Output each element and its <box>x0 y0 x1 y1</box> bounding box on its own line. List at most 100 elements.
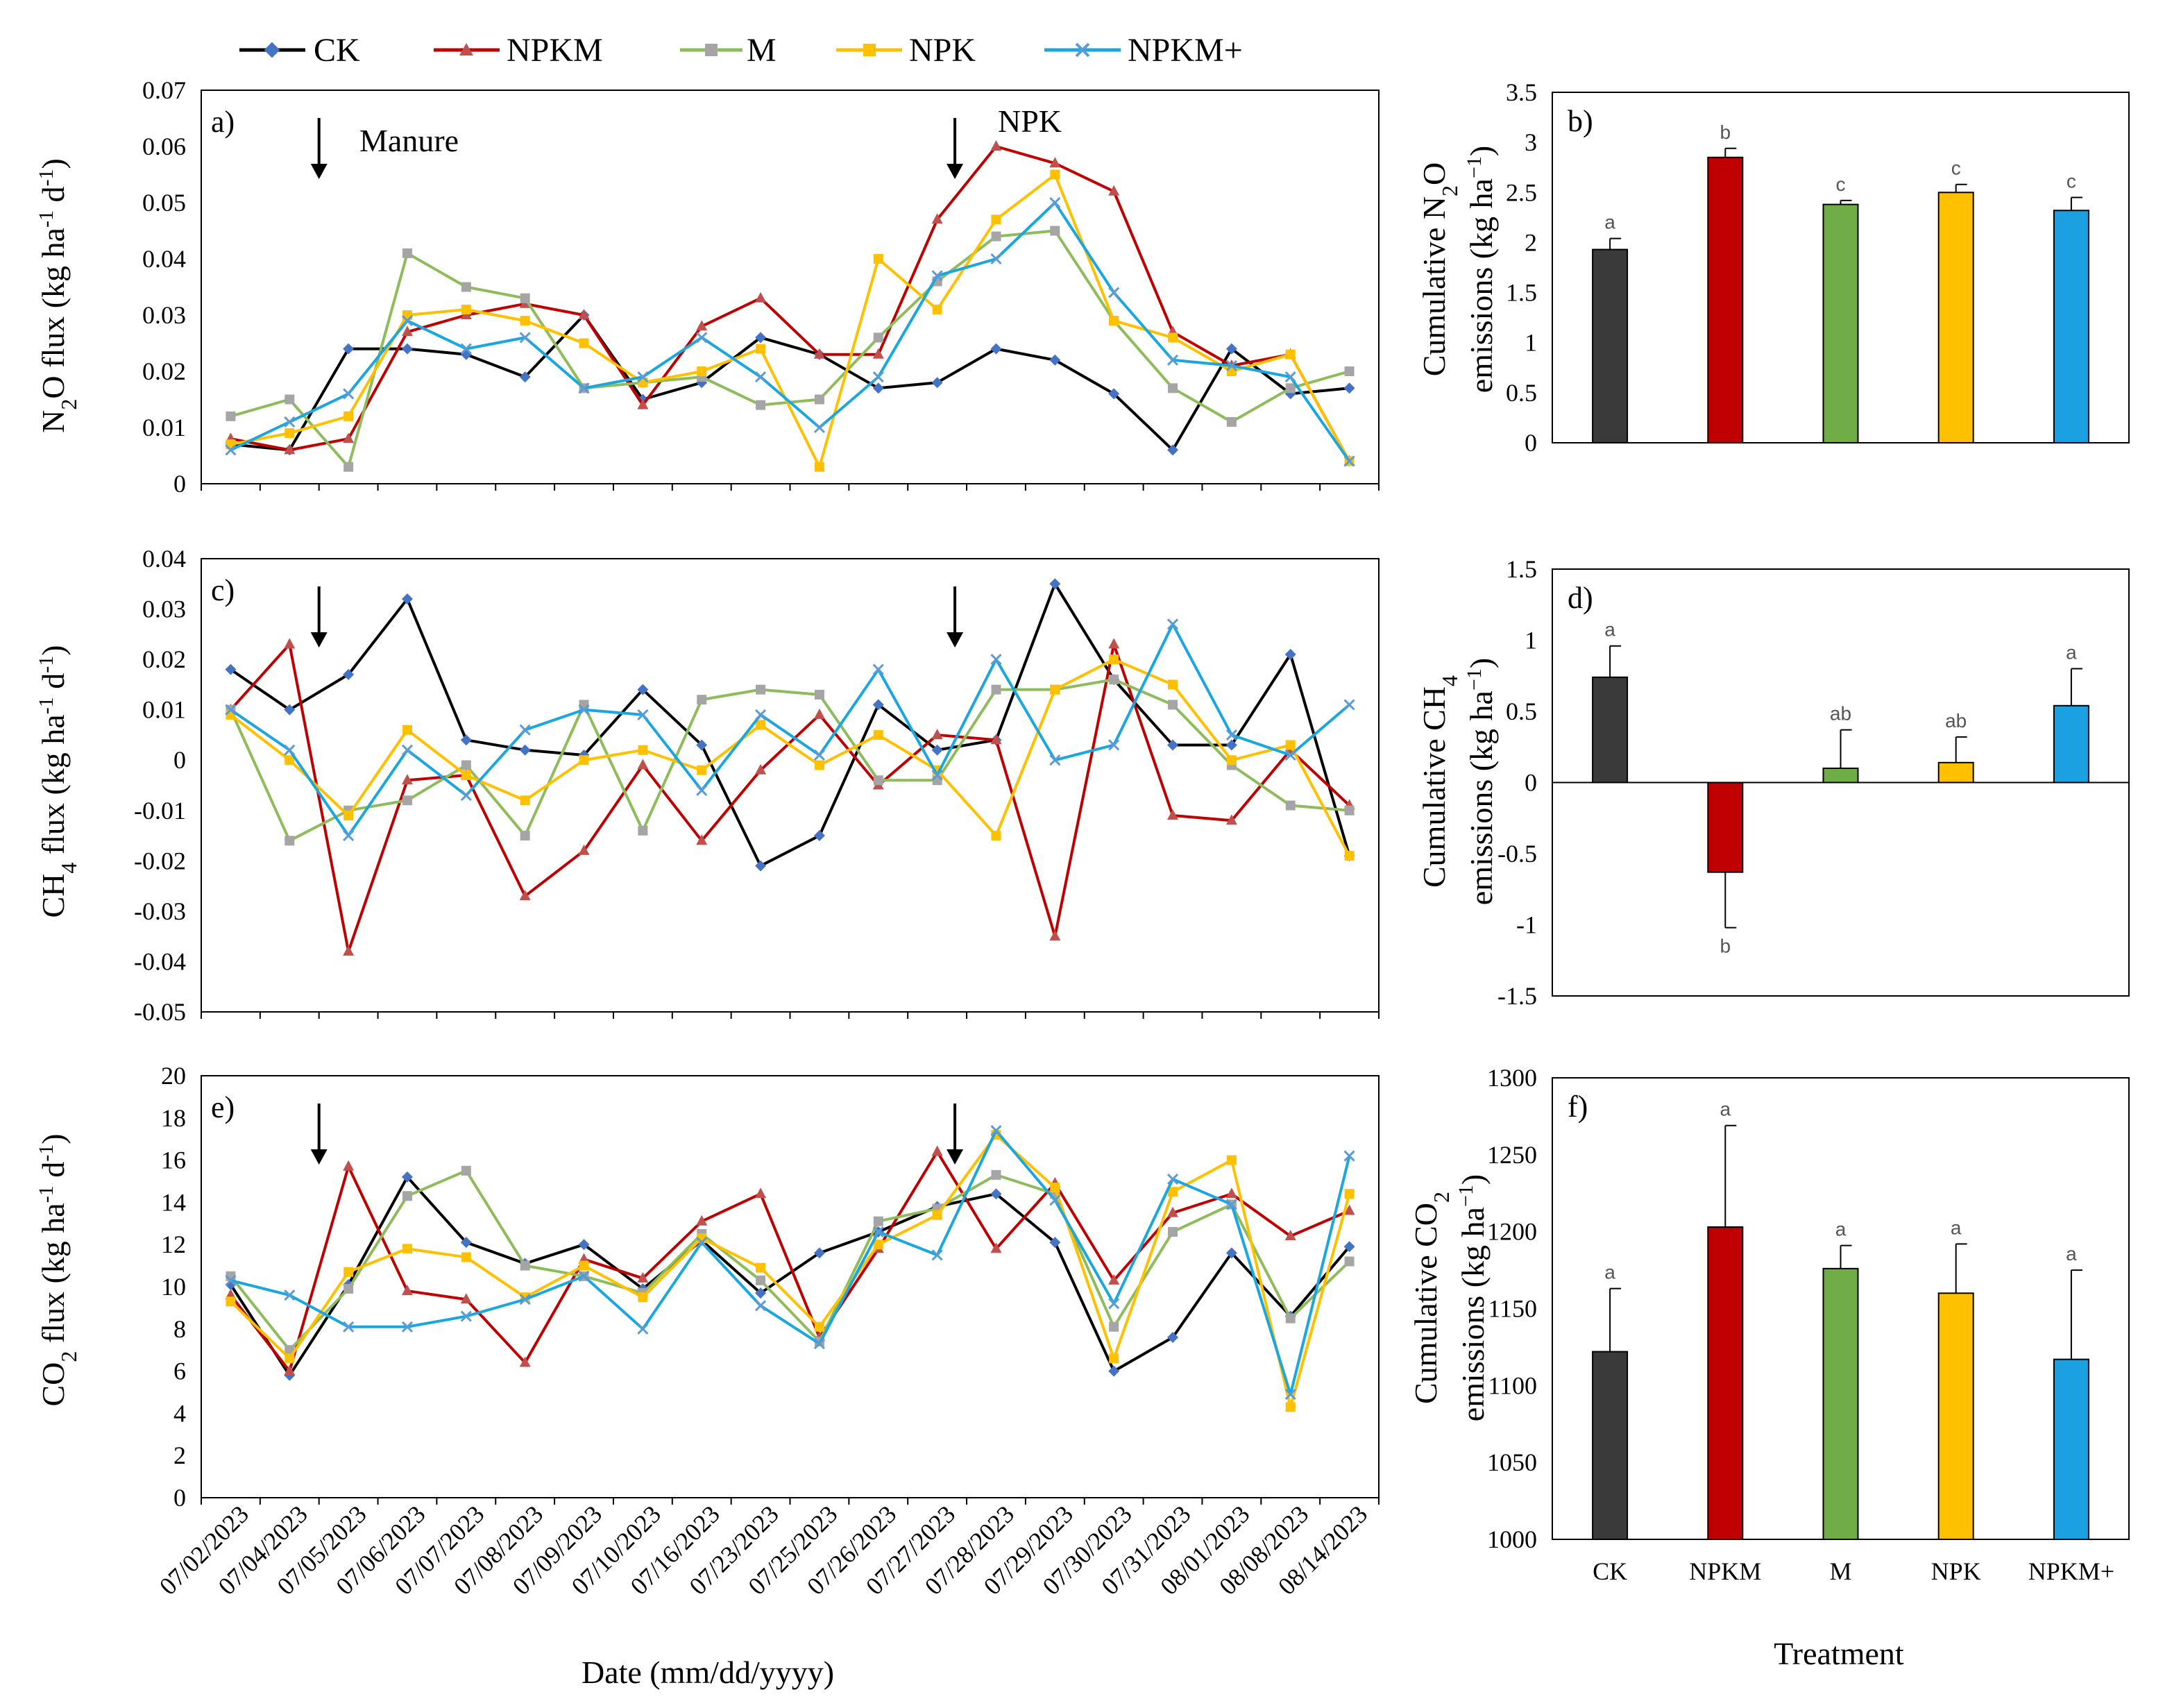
data-point-npkm <box>990 734 1002 745</box>
data-point-m <box>343 462 354 472</box>
data-point-ck <box>1225 343 1237 355</box>
significance-letter-ck: a <box>1604 1262 1615 1283</box>
data-point-m <box>1285 1313 1296 1324</box>
data-point-m <box>873 1216 883 1226</box>
data-point-npk <box>1109 316 1119 326</box>
y-tick-label: 0.07 <box>142 76 186 104</box>
bar-npkm <box>1707 781 1744 873</box>
data-point-npkm-plus <box>1225 729 1237 741</box>
data-point-npkm-plus <box>1225 360 1237 371</box>
data-point-npkm-plus <box>1108 287 1120 298</box>
panel-label-e: e) <box>211 1090 235 1124</box>
treatment-label-ck: CK <box>1593 1557 1627 1585</box>
data-point-ck <box>931 377 943 389</box>
data-point-npkm <box>343 1160 355 1171</box>
series-line-m <box>229 678 1350 843</box>
data-point-npkm-plus <box>460 1310 472 1322</box>
data-point-npk <box>756 720 766 730</box>
y-tick-label: 10 <box>161 1273 186 1301</box>
y-tick-label: -0.01 <box>134 797 186 825</box>
data-point-m <box>1168 1226 1178 1237</box>
legend-label-m: M <box>747 32 776 69</box>
data-point-ck <box>1167 739 1179 751</box>
data-point-m <box>520 1260 530 1271</box>
y-tick-label: 0 <box>1525 769 1537 797</box>
data-point-npkm <box>696 320 708 331</box>
significance-letter-m: a <box>1835 1219 1847 1240</box>
data-point-npkm-plus <box>578 382 590 394</box>
bar-npk <box>1937 192 1974 443</box>
y-tick-label: 18 <box>161 1104 186 1132</box>
y-tick-label: 2 <box>173 1441 186 1469</box>
series-line-npkm <box>230 145 1351 462</box>
data-point-ck <box>990 1188 1002 1200</box>
bar-npkm <box>1707 1226 1744 1541</box>
data-point-npkm-plus <box>813 1338 825 1350</box>
data-point-npkm <box>1049 930 1061 941</box>
y-tick-label: 0.02 <box>142 645 186 673</box>
bar-m <box>1822 1267 1859 1541</box>
data-point-npkm <box>284 1364 296 1376</box>
data-point-npkm <box>696 834 708 845</box>
legend-label-npkm-plus: NPKM+ <box>1128 32 1243 69</box>
y-tick-label: -1 <box>1516 911 1537 939</box>
y-tick-label: 4 <box>173 1399 186 1427</box>
data-point-npkm-plus <box>1166 618 1179 630</box>
data-point-npkm-plus <box>1343 699 1355 711</box>
y-tick-label: 2.5 <box>1506 178 1537 206</box>
y-tick-label: -0.5 <box>1497 840 1537 868</box>
y-tick-label: 0.03 <box>142 301 186 329</box>
data-point-npkm <box>637 1271 649 1283</box>
bar-m <box>1822 203 1859 443</box>
data-point-ck <box>578 1239 590 1251</box>
data-point-npkm <box>284 443 296 455</box>
ch4-flux-axis-title: CH4 flux (kg ha-1 d-1) <box>35 645 82 918</box>
data-point-npkm <box>637 759 649 770</box>
data-point-npk <box>343 1267 354 1277</box>
cum-co2-axis-title-2: emissions (kg ha−1) <box>1454 1174 1491 1421</box>
data-point-npk <box>1168 332 1178 343</box>
data-point-npkm <box>401 774 413 785</box>
data-point-npkm-plus <box>578 1270 590 1282</box>
data-point-npkm <box>401 325 413 337</box>
data-point-npkm <box>755 291 767 303</box>
data-point-npk <box>1109 1353 1119 1364</box>
significance-letter-ck: a <box>1604 619 1615 641</box>
data-point-m <box>991 1169 1001 1180</box>
line-chart-a: 0 0.01 0.02 0.03 0.04 0.05 0.06 0.07 a) <box>142 76 1380 498</box>
data-point-npkm-plus <box>637 371 649 383</box>
data-point-npkm-plus <box>284 744 296 756</box>
data-point-npkm-plus <box>931 769 943 781</box>
data-point-m <box>579 700 589 710</box>
data-point-npk <box>1109 654 1119 665</box>
data-point-npkm <box>1225 1187 1237 1199</box>
data-point-ck <box>696 739 708 751</box>
data-point-npkm-plus <box>813 749 825 761</box>
data-point-m <box>873 332 883 343</box>
data-point-npkm-plus <box>460 343 472 355</box>
y-tick-label: 1.5 <box>1506 279 1537 307</box>
data-point-m <box>461 760 471 770</box>
y-tick-label: 1 <box>1525 329 1537 357</box>
legend-marker-npkm-plus <box>1075 42 1090 58</box>
treatment-label-npk: NPK <box>1931 1557 1981 1585</box>
y-tick-label: 1000 <box>1487 1525 1537 1553</box>
y-tick-label: 0.01 <box>142 696 186 724</box>
y-tick-label: -0.02 <box>134 847 186 874</box>
data-point-npkm-plus <box>401 315 414 327</box>
data-point-npkm <box>990 140 1002 151</box>
y-tick-label: 0.02 <box>142 357 186 385</box>
data-point-npkm-plus <box>931 270 943 282</box>
data-point-npk <box>638 745 648 755</box>
data-point-m <box>814 689 824 700</box>
data-point-m <box>1285 383 1296 394</box>
legend-label-npk: NPK <box>909 32 976 69</box>
date-axis-title: Date (mm/dd/yyyy) <box>582 1655 834 1690</box>
bar-chart-f: 1000 1050 1100 1150 1200 1250 1300 a a a a a f) <box>1487 1064 2130 1553</box>
fertilizer-arrowhead <box>310 164 328 179</box>
y-tick-label: 1.5 <box>1506 555 1537 583</box>
significance-letter-m: ab <box>1830 703 1851 725</box>
significance-letter-npkm-plus: a <box>2066 642 2077 663</box>
co2-flux-axis-title: CO2 flux (kg ha-1 d-1) <box>35 1133 82 1406</box>
